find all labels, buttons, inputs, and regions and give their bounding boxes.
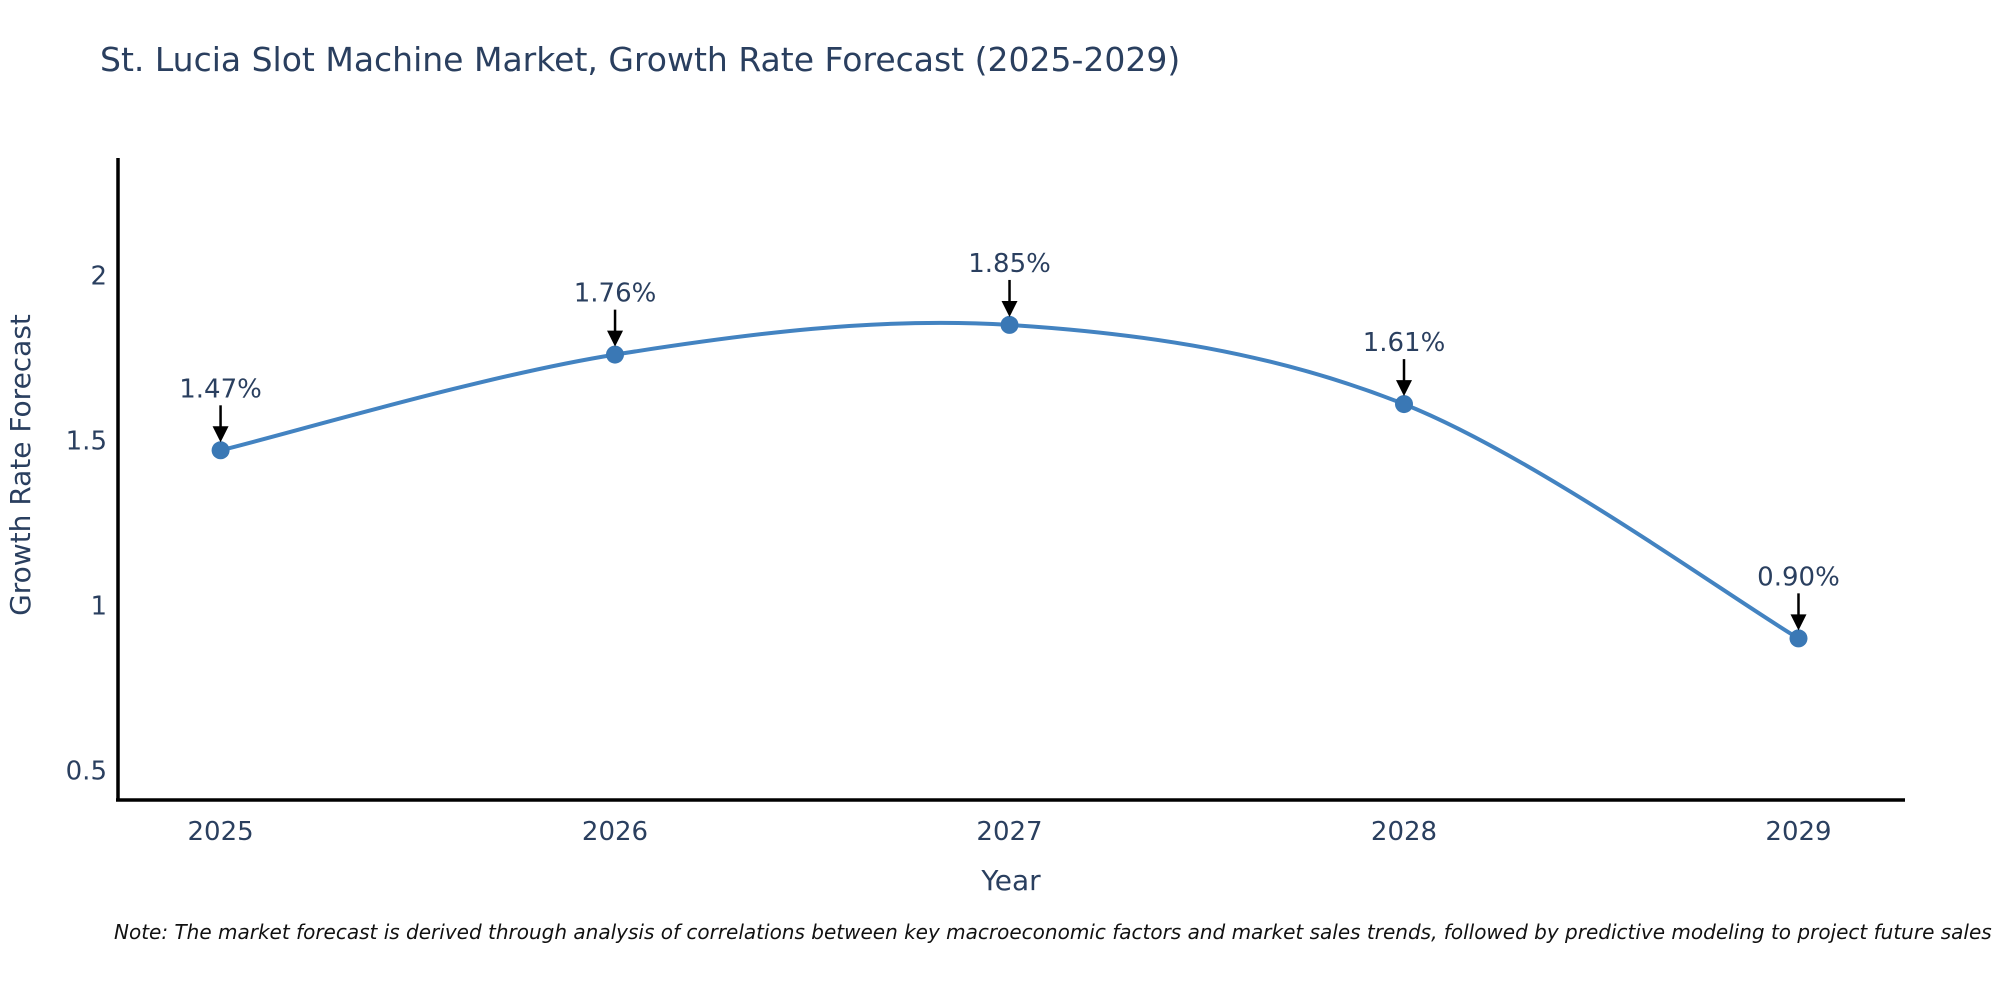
y-tick-label: 1.5 — [66, 426, 107, 456]
annotation-arrow-head — [1396, 380, 1413, 397]
y-tick-label: 2 — [90, 262, 107, 292]
annotation-arrow-head — [607, 330, 624, 347]
data-point-2027 — [1000, 315, 1019, 334]
x-axis-title: Year — [980, 864, 1041, 897]
annotation-label: 1.76% — [574, 279, 657, 309]
annotation-label: 0.90% — [1757, 562, 1840, 592]
x-tick-label: 2029 — [1765, 817, 1831, 847]
y-tick-label: 0.5 — [66, 756, 107, 786]
y-tick-label: 1 — [90, 591, 107, 621]
annotation-label: 1.47% — [179, 374, 262, 404]
x-tick-label: 2025 — [188, 817, 254, 847]
footnote: Note: The market forecast is derived thr… — [114, 920, 1992, 944]
annotation-label: 1.85% — [968, 249, 1051, 279]
annotation-arrow-head — [1790, 614, 1807, 631]
annotation-arrow-head — [212, 426, 229, 443]
y-axis-title: Growth Rate Forecast — [4, 314, 37, 616]
forecast-line — [218, 320, 1801, 641]
x-tick-label: 2026 — [582, 817, 648, 847]
x-tick-label: 2027 — [976, 817, 1042, 847]
x-tick-label: 2028 — [1371, 817, 1437, 847]
data-point-2029 — [1789, 629, 1808, 648]
chart-title: St. Lucia Slot Machine Market, Growth Ra… — [100, 40, 1181, 79]
data-point-2028 — [1395, 395, 1413, 414]
data-point-2025 — [211, 441, 230, 460]
annotation-arrow-head — [1001, 300, 1018, 317]
data-point-2026 — [606, 345, 624, 364]
annotation-label: 1.61% — [1363, 328, 1446, 358]
